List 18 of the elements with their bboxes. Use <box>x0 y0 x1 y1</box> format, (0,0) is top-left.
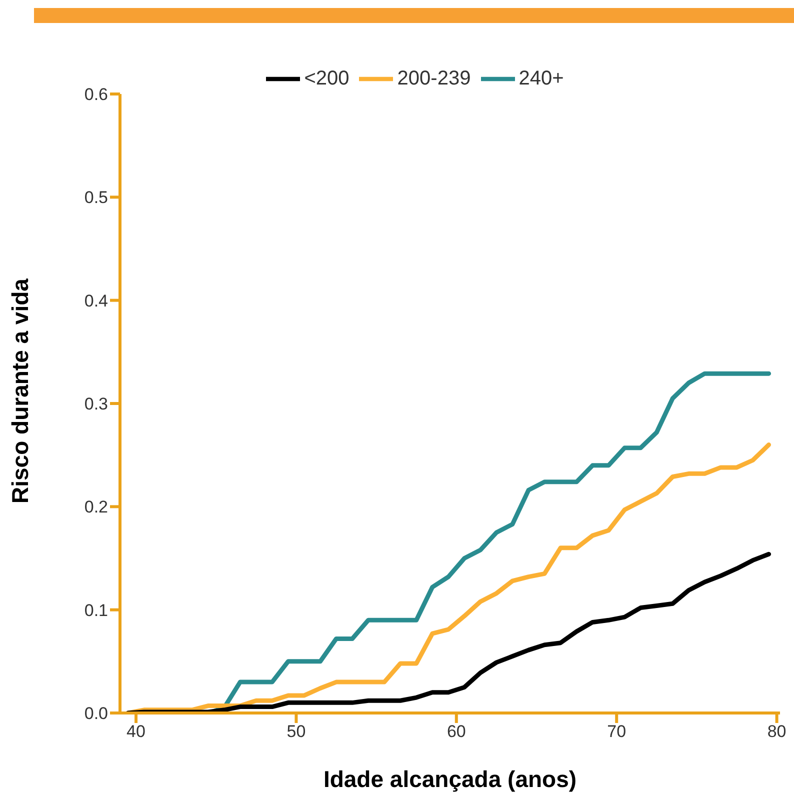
x-tick-label: 70 <box>607 722 626 742</box>
x-tick-label: 60 <box>446 722 466 742</box>
x-axis-title: Idade alcançada (anos) <box>323 766 577 792</box>
line-series <box>126 552 772 713</box>
legend-label: 240+ <box>518 67 564 90</box>
y-tick-label: 0.3 <box>84 394 108 414</box>
y-tick-label: 0.0 <box>84 704 108 724</box>
y-tick-label: 0.6 <box>84 85 108 104</box>
legend-label: 200-239 <box>397 67 471 90</box>
x-tick-label: 40 <box>126 722 146 742</box>
legend-label: <200 <box>304 67 350 90</box>
y-tick-label: 0.1 <box>84 600 108 620</box>
y-axis-title: Risco durante a vida <box>7 278 34 504</box>
x-tick-label: 50 <box>286 722 306 742</box>
x-tick-label: 80 <box>767 722 786 742</box>
y-tick-label: 0.5 <box>84 188 108 208</box>
y-tick-label: 0.2 <box>84 498 108 517</box>
y-tick-label: 0.4 <box>84 291 108 310</box>
